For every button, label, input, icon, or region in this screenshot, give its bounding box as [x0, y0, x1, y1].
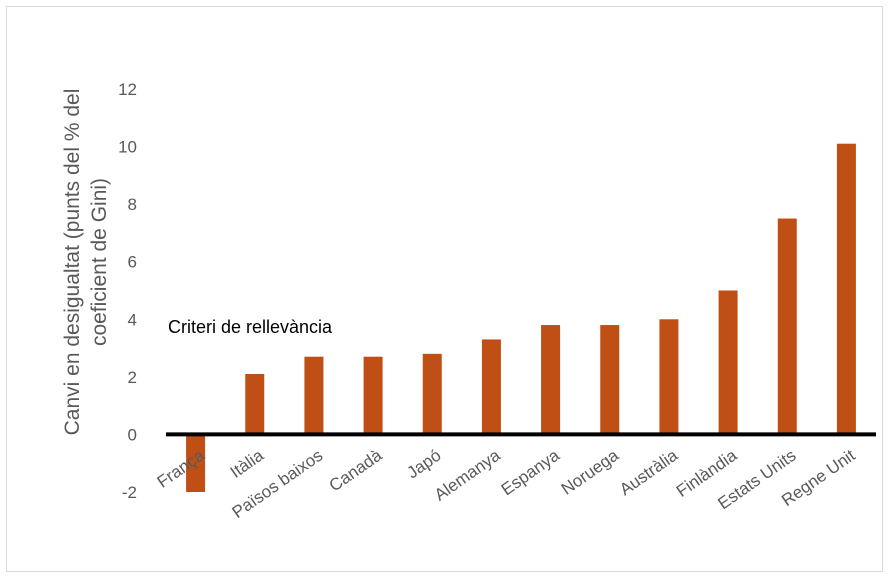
chart-frame: [6, 6, 883, 572]
bars: [186, 143, 856, 492]
bar: [422, 353, 442, 435]
y-tick-label: 10: [118, 138, 137, 157]
x-category-label: Canadà: [326, 445, 386, 495]
y-axis-title: Canvi en desigualtat (punts del % del co…: [61, 89, 111, 436]
bar: [777, 218, 797, 435]
x-category-label: Japó: [403, 446, 444, 483]
x-category-label: Noruega: [558, 445, 623, 498]
y-tick-label: 8: [128, 195, 137, 214]
y-tick-label: 12: [118, 80, 137, 99]
bar: [836, 143, 856, 435]
bar: [363, 356, 383, 435]
y-axis-title-line-1: Canvi en desigualtat (punts del % del: [61, 89, 84, 436]
y-tick-label: 2: [128, 368, 137, 387]
y-tick-label: 6: [128, 253, 137, 272]
bar: [600, 325, 620, 435]
bar: [245, 373, 265, 435]
y-axis-title-line-2: coeficient de Gini): [88, 178, 111, 346]
y-tick-label: 4: [128, 310, 137, 329]
y-tick-label: 0: [128, 425, 137, 444]
bar: [186, 434, 206, 492]
y-axis-ticks: -2 0 2 4 6 8 10 12: [118, 80, 137, 502]
x-category-label: Alemanya: [431, 445, 504, 504]
bar: [659, 319, 679, 435]
x-category-label: Austràlia: [616, 445, 682, 499]
x-category-label: Espanya: [498, 445, 564, 499]
bar: [541, 325, 561, 435]
bar: [481, 339, 501, 435]
bar: [718, 290, 738, 435]
bar: [304, 356, 324, 435]
annotation-label: Criteri de rellevància: [168, 317, 333, 337]
x-category-label: Itàlia: [227, 445, 268, 481]
y-tick-label: -2: [122, 483, 137, 502]
